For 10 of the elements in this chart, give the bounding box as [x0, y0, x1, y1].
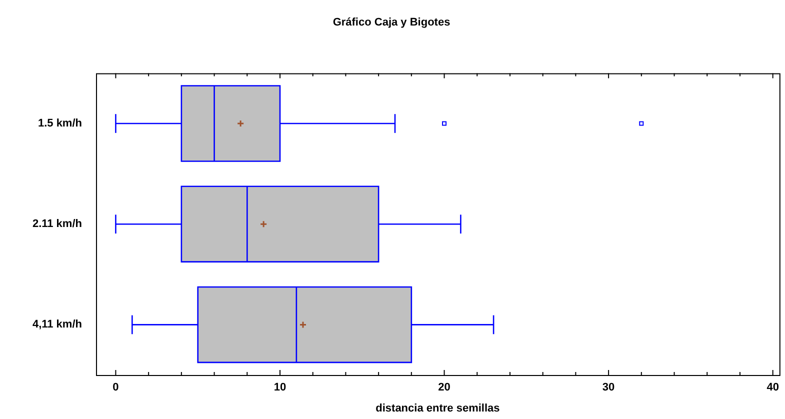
- chart-title: Gráfico Caja y Bigotes: [332, 16, 450, 29]
- x-tick-label: 30: [602, 382, 615, 394]
- y-tick-label: 4,11 km/h: [32, 318, 82, 331]
- y-tick-label: 2.11 km/h: [32, 218, 82, 230]
- x-tick-label: 40: [766, 382, 779, 394]
- x-tick-label: 20: [438, 382, 450, 394]
- y-tick-label: 1.5 km/h: [38, 118, 82, 130]
- x-tick-label: 10: [274, 382, 286, 394]
- x-axis-title: distancia entre semillas: [376, 402, 500, 414]
- x-tick-label: 0: [112, 382, 119, 394]
